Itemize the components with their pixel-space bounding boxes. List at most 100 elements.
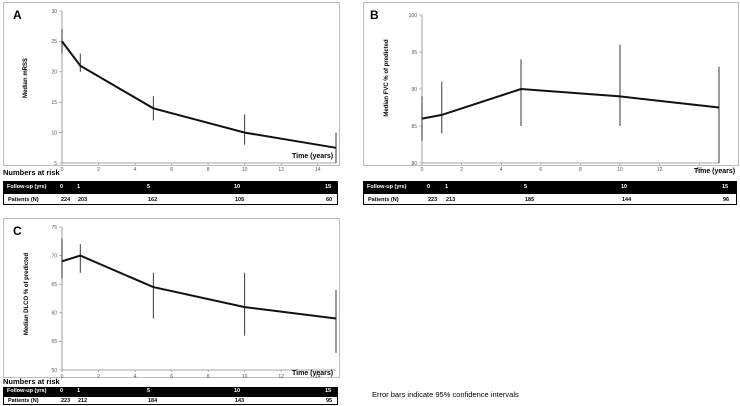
x-tick-label: 8 xyxy=(207,374,210,380)
panel-label-c: C xyxy=(13,224,22,238)
y-tick-label: 75 xyxy=(51,225,57,231)
risk-cell: 143 xyxy=(235,398,245,404)
plot-a: 5 10 15 20 25 30 0 2 4 6 8 10 12 14 xyxy=(51,9,337,173)
risk-header-row: Follow-up (yrs) 0 1 5 10 15 xyxy=(3,181,338,193)
risk-row-label: Patients (N) xyxy=(8,398,39,404)
risk-row-label: Patients (N) xyxy=(368,197,399,203)
risk-cell: 1 xyxy=(77,388,81,394)
risk-cell: 162 xyxy=(148,197,158,203)
x-tick-label: 8 xyxy=(207,167,210,173)
risk-cell: 15 xyxy=(325,388,332,394)
risk-title-c: Numbers at risk xyxy=(3,377,60,386)
risk-table-b: Follow-up (yrs) 0 1 5 10 15 Patients (N) 223 213… xyxy=(363,181,737,205)
x-tick-label: 8 xyxy=(579,167,582,173)
y-tick-label: 100 xyxy=(409,13,418,19)
median-line xyxy=(61,40,337,149)
y-tick-label: 85 xyxy=(411,124,417,130)
x-axis-label-c: Time (years) xyxy=(292,370,334,377)
x-tick-label: 2 xyxy=(97,374,100,380)
risk-row-label: Follow-up (yrs) xyxy=(7,184,47,190)
risk-title-a: Numbers at risk xyxy=(3,168,60,177)
risk-cell: 105 xyxy=(235,197,245,203)
y-tick-label: 65 xyxy=(51,282,57,288)
x-tick-label: 12 xyxy=(278,167,284,173)
risk-cell: 5 xyxy=(147,184,151,190)
risk-cell: 5 xyxy=(524,184,528,190)
x-tick-label: 2 xyxy=(460,167,463,173)
panel-c: C Median DLCO % of predicted 50 55 60 65 70 7… xyxy=(3,218,340,380)
risk-cell: 10 xyxy=(234,184,241,190)
risk-body-row: Patients (N) 224 203 162 105 60 xyxy=(3,193,338,205)
risk-cell: 15 xyxy=(325,184,332,190)
panel-label-b: B xyxy=(370,8,379,22)
risk-cell: 15 xyxy=(722,184,729,190)
risk-cell: 203 xyxy=(78,197,88,203)
y-tick-label: 95 xyxy=(411,50,417,56)
risk-cell: 1 xyxy=(77,184,81,190)
y-tick-label: 30 xyxy=(51,9,57,15)
y-tick-label: 60 xyxy=(51,311,57,317)
risk-row-label: Follow-up (yrs) xyxy=(367,184,407,190)
panel-a: A Median mRSS 5 10 15 20 25 30 0 2 4 6 8 10 12 14 Tim… xyxy=(3,2,340,173)
x-tick-label: 10 xyxy=(242,374,248,380)
risk-cell: 184 xyxy=(148,398,158,404)
x-tick-label: 4 xyxy=(134,374,137,380)
x-tick-label: 14 xyxy=(696,167,702,173)
risk-table-c: Follow-up (yrs) 0 1 5 10 15 Patients (N) 223 212… xyxy=(3,387,338,406)
risk-body-row: Patients (N) 223 213 185 144 96 xyxy=(363,193,737,205)
risk-header-row: Follow-up (yrs) 0 1 5 10 15 xyxy=(363,181,737,193)
x-tick-label: 14 xyxy=(315,167,321,173)
x-tick-label: 2 xyxy=(97,167,100,173)
risk-cell: 96 xyxy=(723,197,730,203)
risk-cell: 0 xyxy=(60,184,64,190)
x-tick-label: 12 xyxy=(278,374,284,380)
y-tick-label: 20 xyxy=(51,70,57,76)
y-tick-label: 55 xyxy=(51,339,57,345)
risk-header-row: Follow-up (yrs) 0 1 5 10 15 xyxy=(3,387,338,396)
plot-b: 80 85 90 95 100 0 2 4 6 8 10 12 14 xyxy=(409,13,720,173)
risk-cell: 212 xyxy=(78,398,88,404)
x-tick-label: 0 xyxy=(421,167,424,173)
risk-cell: 224 xyxy=(61,197,71,203)
risk-cell: 213 xyxy=(446,197,456,203)
risk-cell: 185 xyxy=(525,197,535,203)
x-axis-label-a: Time (years) xyxy=(292,153,334,160)
x-tick-label: 0 xyxy=(61,374,64,380)
y-tick-label: 25 xyxy=(51,39,57,45)
risk-cell: 95 xyxy=(326,398,333,404)
footnote: Error bars indicate 95% confidence inter… xyxy=(372,390,519,399)
risk-body-row: Patients (N) 223 212 184 143 95 xyxy=(3,396,338,405)
median-line xyxy=(61,254,337,320)
risk-cell: 10 xyxy=(234,388,241,394)
plot-c: 50 55 60 65 70 75 0 2 4 6 8 10 12 14 xyxy=(51,225,337,380)
risk-cell: 223 xyxy=(61,398,71,404)
risk-row-label: Follow-up (yrs) xyxy=(7,388,47,394)
risk-cell: 60 xyxy=(326,197,333,203)
risk-cell: 1 xyxy=(445,184,449,190)
x-tick-label: 0 xyxy=(61,167,64,173)
x-tick-label: 12 xyxy=(657,167,663,173)
x-tick-label: 10 xyxy=(242,167,248,173)
risk-cell: 144 xyxy=(622,197,632,203)
risk-table-a: Follow-up (yrs) 0 1 5 10 15 Patients (N) 224 203… xyxy=(3,181,338,205)
y-tick-label: 70 xyxy=(51,253,57,259)
risk-cell: 0 xyxy=(60,388,64,394)
y-tick-label: 80 xyxy=(411,161,417,167)
risk-cell: 223 xyxy=(428,197,438,203)
x-tick-label: 4 xyxy=(500,167,503,173)
risk-cell: 10 xyxy=(621,184,628,190)
x-axis-label-b: Time (years) xyxy=(694,168,736,175)
x-tick-label: 4 xyxy=(134,167,137,173)
x-tick-label: 6 xyxy=(170,167,173,173)
x-tick-label: 10 xyxy=(617,167,623,173)
y-tick-label: 15 xyxy=(51,100,57,106)
x-tick-label: 6 xyxy=(539,167,542,173)
x-tick-label: 14 xyxy=(315,374,321,380)
y-tick-label: 5 xyxy=(54,161,57,167)
x-tick-label: 6 xyxy=(170,374,173,380)
y-tick-label: 50 xyxy=(51,368,57,374)
panel-b: B Median FVC % of predicted 80 85 90 95 100 0… xyxy=(363,2,739,175)
y-tick-label: 90 xyxy=(411,87,417,93)
y-tick-label: 10 xyxy=(51,130,57,136)
panel-label-a: A xyxy=(13,8,22,22)
